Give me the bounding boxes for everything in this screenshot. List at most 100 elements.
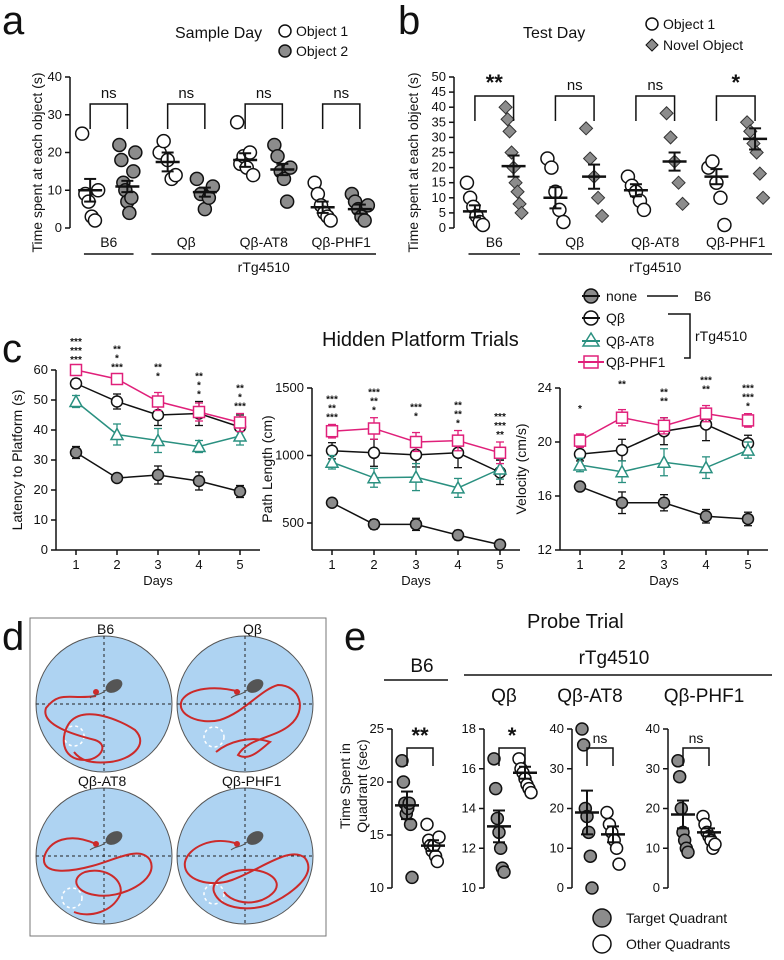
- data-point-none: [151, 468, 165, 482]
- data-point-Qβ-AT8: [698, 460, 714, 474]
- panel-e-y-label-2: Quadrant (sec): [354, 739, 370, 832]
- sig-star: ***: [234, 402, 246, 413]
- swim-path: [44, 695, 142, 764]
- data-point-target-Qβ-PHF1: [671, 754, 685, 768]
- panel-c1-chart: 0 10 20 30 40 50 60 1 2 3 4 5 Days Latency to Platfor…: [9, 337, 260, 588]
- data-point-b-B6-Novel Object: [502, 124, 517, 139]
- panel-c3-y-tick-label: 16: [538, 488, 552, 503]
- panel-c1-y-tick-label: 10: [34, 512, 48, 527]
- sig-star: **: [328, 403, 336, 414]
- data-point-a-B6-Object 2: [124, 190, 139, 206]
- sig-annotation: **: [411, 723, 429, 748]
- data-point-b-Qβ-AT8-Object 1: [636, 202, 652, 218]
- data-point-a-Qβ-Object 1: [156, 133, 171, 149]
- data-point-b-B6-Novel Object: [504, 145, 519, 160]
- legend-object2-marker: [278, 44, 292, 58]
- group-label-Qβ-PHF1: Qβ-PHF1: [664, 686, 745, 707]
- sig-star: *: [746, 402, 750, 413]
- sig-star: ***: [700, 376, 712, 387]
- panel-e-Qβ-AT8-y-tick-label: 20: [550, 801, 564, 816]
- swim-path: [42, 837, 153, 916]
- x-tick-label: 5: [496, 557, 503, 572]
- data-point-Qβ-PHF1: [151, 395, 165, 408]
- pool-title-qb-at8: Qβ-AT8: [78, 773, 126, 789]
- panel-c1-y-tick-label: 40: [34, 422, 48, 437]
- sig-star: *: [414, 412, 418, 423]
- panel-e-legend: Target Quadrant Other Quadrants: [592, 908, 730, 954]
- panel-e-Qβ-PHF1-y-tick-label: 10: [646, 840, 660, 855]
- x-tick-label: 3: [660, 557, 667, 572]
- data-point-Qβ-AT8: [450, 480, 466, 494]
- sig-star: ***: [70, 346, 82, 357]
- sig-annotation: ns: [256, 85, 272, 102]
- x-category-label: Qβ: [177, 234, 196, 250]
- sig-annotation: *: [731, 70, 740, 95]
- data-point-Qβ-AT8: [109, 426, 125, 441]
- data-point-Qβ-AT8: [191, 438, 207, 453]
- sig-bracket: [635, 95, 676, 121]
- x-tick-label: 3: [412, 557, 419, 572]
- sig-bracket: [89, 103, 129, 129]
- sig-bracket: [498, 747, 526, 766]
- panel-c1-y-tick-label: 60: [34, 362, 48, 377]
- data-point-target-B6: [402, 796, 416, 810]
- data-point-Qβ-PHF1: [69, 363, 83, 377]
- group-label-B6: B6: [410, 656, 433, 677]
- sig-star: *: [197, 381, 201, 392]
- data-point-other-B6: [430, 854, 445, 869]
- data-point-none: [615, 496, 629, 509]
- data-point-none: [573, 480, 587, 493]
- data-point-b-Qβ-Novel Object: [578, 121, 594, 136]
- sig-star: **: [496, 430, 504, 441]
- panel-c3-y-tick-label: 24: [538, 380, 552, 395]
- sig-annotation: ns: [333, 85, 349, 102]
- sig-annotation: *: [508, 723, 517, 748]
- data-point-b-Qβ-Object 1: [556, 214, 571, 230]
- sig-star: ***: [326, 412, 338, 423]
- panel-c1-y-tick-label: 50: [34, 392, 48, 407]
- sig-bracket: [321, 103, 361, 129]
- data-point-Qβ-PHF1: [741, 414, 755, 427]
- sig-annotation: ns: [647, 77, 663, 94]
- sig-star: **: [454, 401, 462, 412]
- data-point-Qβ-PHF1: [573, 434, 587, 447]
- sig-annotation: ns: [567, 77, 583, 94]
- data-point-a-B6-Object 1: [74, 126, 90, 141]
- data-point-other-Qβ-AT8: [609, 841, 624, 855]
- panel-c2-y-tick-label: 1000: [275, 448, 304, 463]
- panel-letter-b: b: [398, 0, 420, 43]
- panel-e-y-label-1: Time Spent in: [337, 743, 353, 829]
- panel-e-Qβ-y-tick-label: 16: [462, 761, 476, 776]
- sig-bracket: [586, 747, 614, 766]
- sig-star: *: [372, 406, 376, 417]
- panel-e-Qβ-AT8-y-tick-label: 0: [557, 880, 564, 895]
- data-point-a-Qβ-PHF1-Object 1: [323, 213, 338, 228]
- panel-c-legend: none B6 Qβ Qβ-AT8 Qβ-PHF1 rTg4510: [578, 288, 747, 370]
- mouse-icon: [105, 679, 123, 693]
- sig-star: **: [113, 345, 121, 356]
- panel-a-title: Sample Day: [175, 25, 262, 42]
- start-point: [234, 689, 240, 695]
- mouse-tail-icon: [89, 841, 107, 851]
- data-point-b-Qβ-PHF1-Object 1: [713, 190, 728, 206]
- panel-d-maze: B6 Qβ Qβ-AT8 Qβ-PHF1: [29, 617, 327, 937]
- data-point-a-B6-Object 2: [112, 137, 127, 153]
- data-point-b-B6-Novel Object: [514, 205, 529, 221]
- sig-bracket: [682, 747, 710, 766]
- data-point-none: [233, 485, 247, 498]
- sig-star: ***: [368, 388, 380, 399]
- legend-object2-label: Object 2: [296, 43, 348, 59]
- x-tick-label: 5: [236, 557, 243, 572]
- data-point-target-Qβ-PHF1: [674, 801, 689, 816]
- sig-star: *: [456, 419, 460, 430]
- panel-c3-y-tick-label: 20: [538, 434, 552, 449]
- panel-d-frame: [29, 617, 327, 937]
- panel-e-Qβ-AT8-y-tick-label: 40: [550, 721, 564, 736]
- panel-b-y-tick-label: 20: [432, 160, 446, 175]
- mouse-tail-icon: [89, 689, 107, 699]
- panel-a-y-tick-label: 20: [48, 145, 62, 160]
- data-point-target-Qβ: [493, 841, 508, 855]
